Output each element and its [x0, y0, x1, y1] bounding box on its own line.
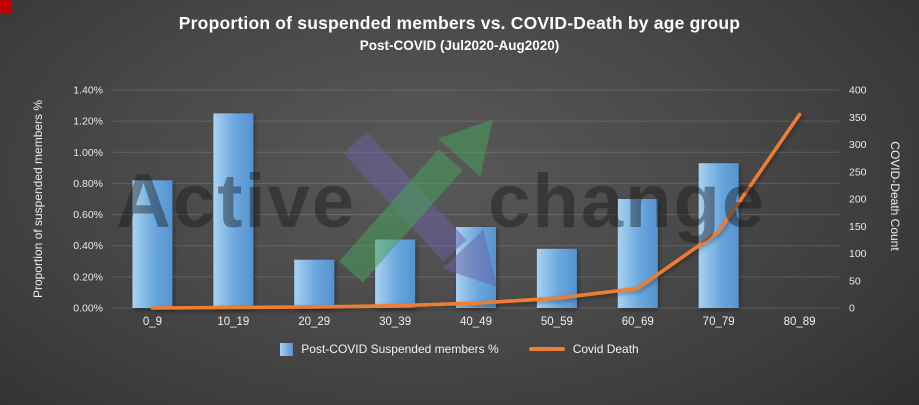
- x-tick-label: 20_29: [298, 316, 330, 328]
- left-tick-label: 0.40%: [73, 240, 103, 252]
- right-tick-label: 150: [849, 221, 867, 233]
- legend-label-line: Covid Death: [572, 342, 639, 356]
- right-tick-label: 300: [849, 139, 867, 151]
- red-corner-marker: [0, 0, 11, 13]
- x-tick-label: 80_89: [784, 316, 816, 328]
- legend-item-bars: Post-COVID Suspended members %: [280, 342, 499, 356]
- left-tick-label: 0.60%: [73, 209, 103, 221]
- left-tick-label: 1.20%: [73, 116, 103, 128]
- left-tick-label: 1.40%: [73, 85, 103, 97]
- bar-0_9: [132, 180, 173, 308]
- line-series-swatch: [528, 347, 565, 351]
- right-tick-label: 50: [849, 275, 861, 287]
- right-tick-label: 0: [849, 303, 855, 315]
- legend-label-bars: Post-COVID Suspended members %: [301, 342, 499, 356]
- right-tick-label: 400: [849, 85, 867, 97]
- x-tick-label: 0_9: [143, 316, 162, 328]
- x-tick-label: 40_49: [460, 316, 492, 328]
- chart-subtitle: Post-COVID (Jul2020-Aug2020): [359, 38, 560, 53]
- right-tick-label: 350: [849, 112, 867, 124]
- right-tick-label: 100: [849, 248, 867, 260]
- chart-svg: 0.00% 0.20% 0.40% 0.60% 0.80% 1.00% 1.20% 1.40%…: [73, 85, 867, 329]
- right-tick-label: 250: [849, 166, 867, 178]
- x-tick-label: 30_39: [379, 316, 411, 328]
- legend: Post-COVID Suspended members % Covid Dea…: [0, 342, 919, 356]
- left-tick-label: 0.80%: [73, 178, 103, 190]
- bar-30_39: [375, 239, 416, 308]
- bar-20_29: [294, 259, 335, 308]
- chart-title: Proportion of suspended members vs. COVI…: [178, 13, 741, 33]
- x-tick-label: 10_19: [217, 316, 249, 328]
- bar-40_49: [456, 227, 496, 308]
- x-tick-label: 70_79: [703, 316, 735, 328]
- left-tick-label: 1.00%: [73, 147, 103, 159]
- x-tick-label: 60_69: [622, 316, 654, 328]
- bar-series-swatch: [280, 342, 294, 356]
- left-tick-label: 0.00%: [73, 303, 103, 315]
- left-tick-label: 0.20%: [73, 271, 103, 283]
- x-tick-label: 50_59: [541, 316, 573, 328]
- legend-item-line: Covid Death: [528, 342, 639, 356]
- right-tick-label: 200: [849, 194, 867, 206]
- bar-10_19: [213, 113, 254, 308]
- covid-death-line: [150, 112, 802, 310]
- bar-70_79: [698, 163, 739, 308]
